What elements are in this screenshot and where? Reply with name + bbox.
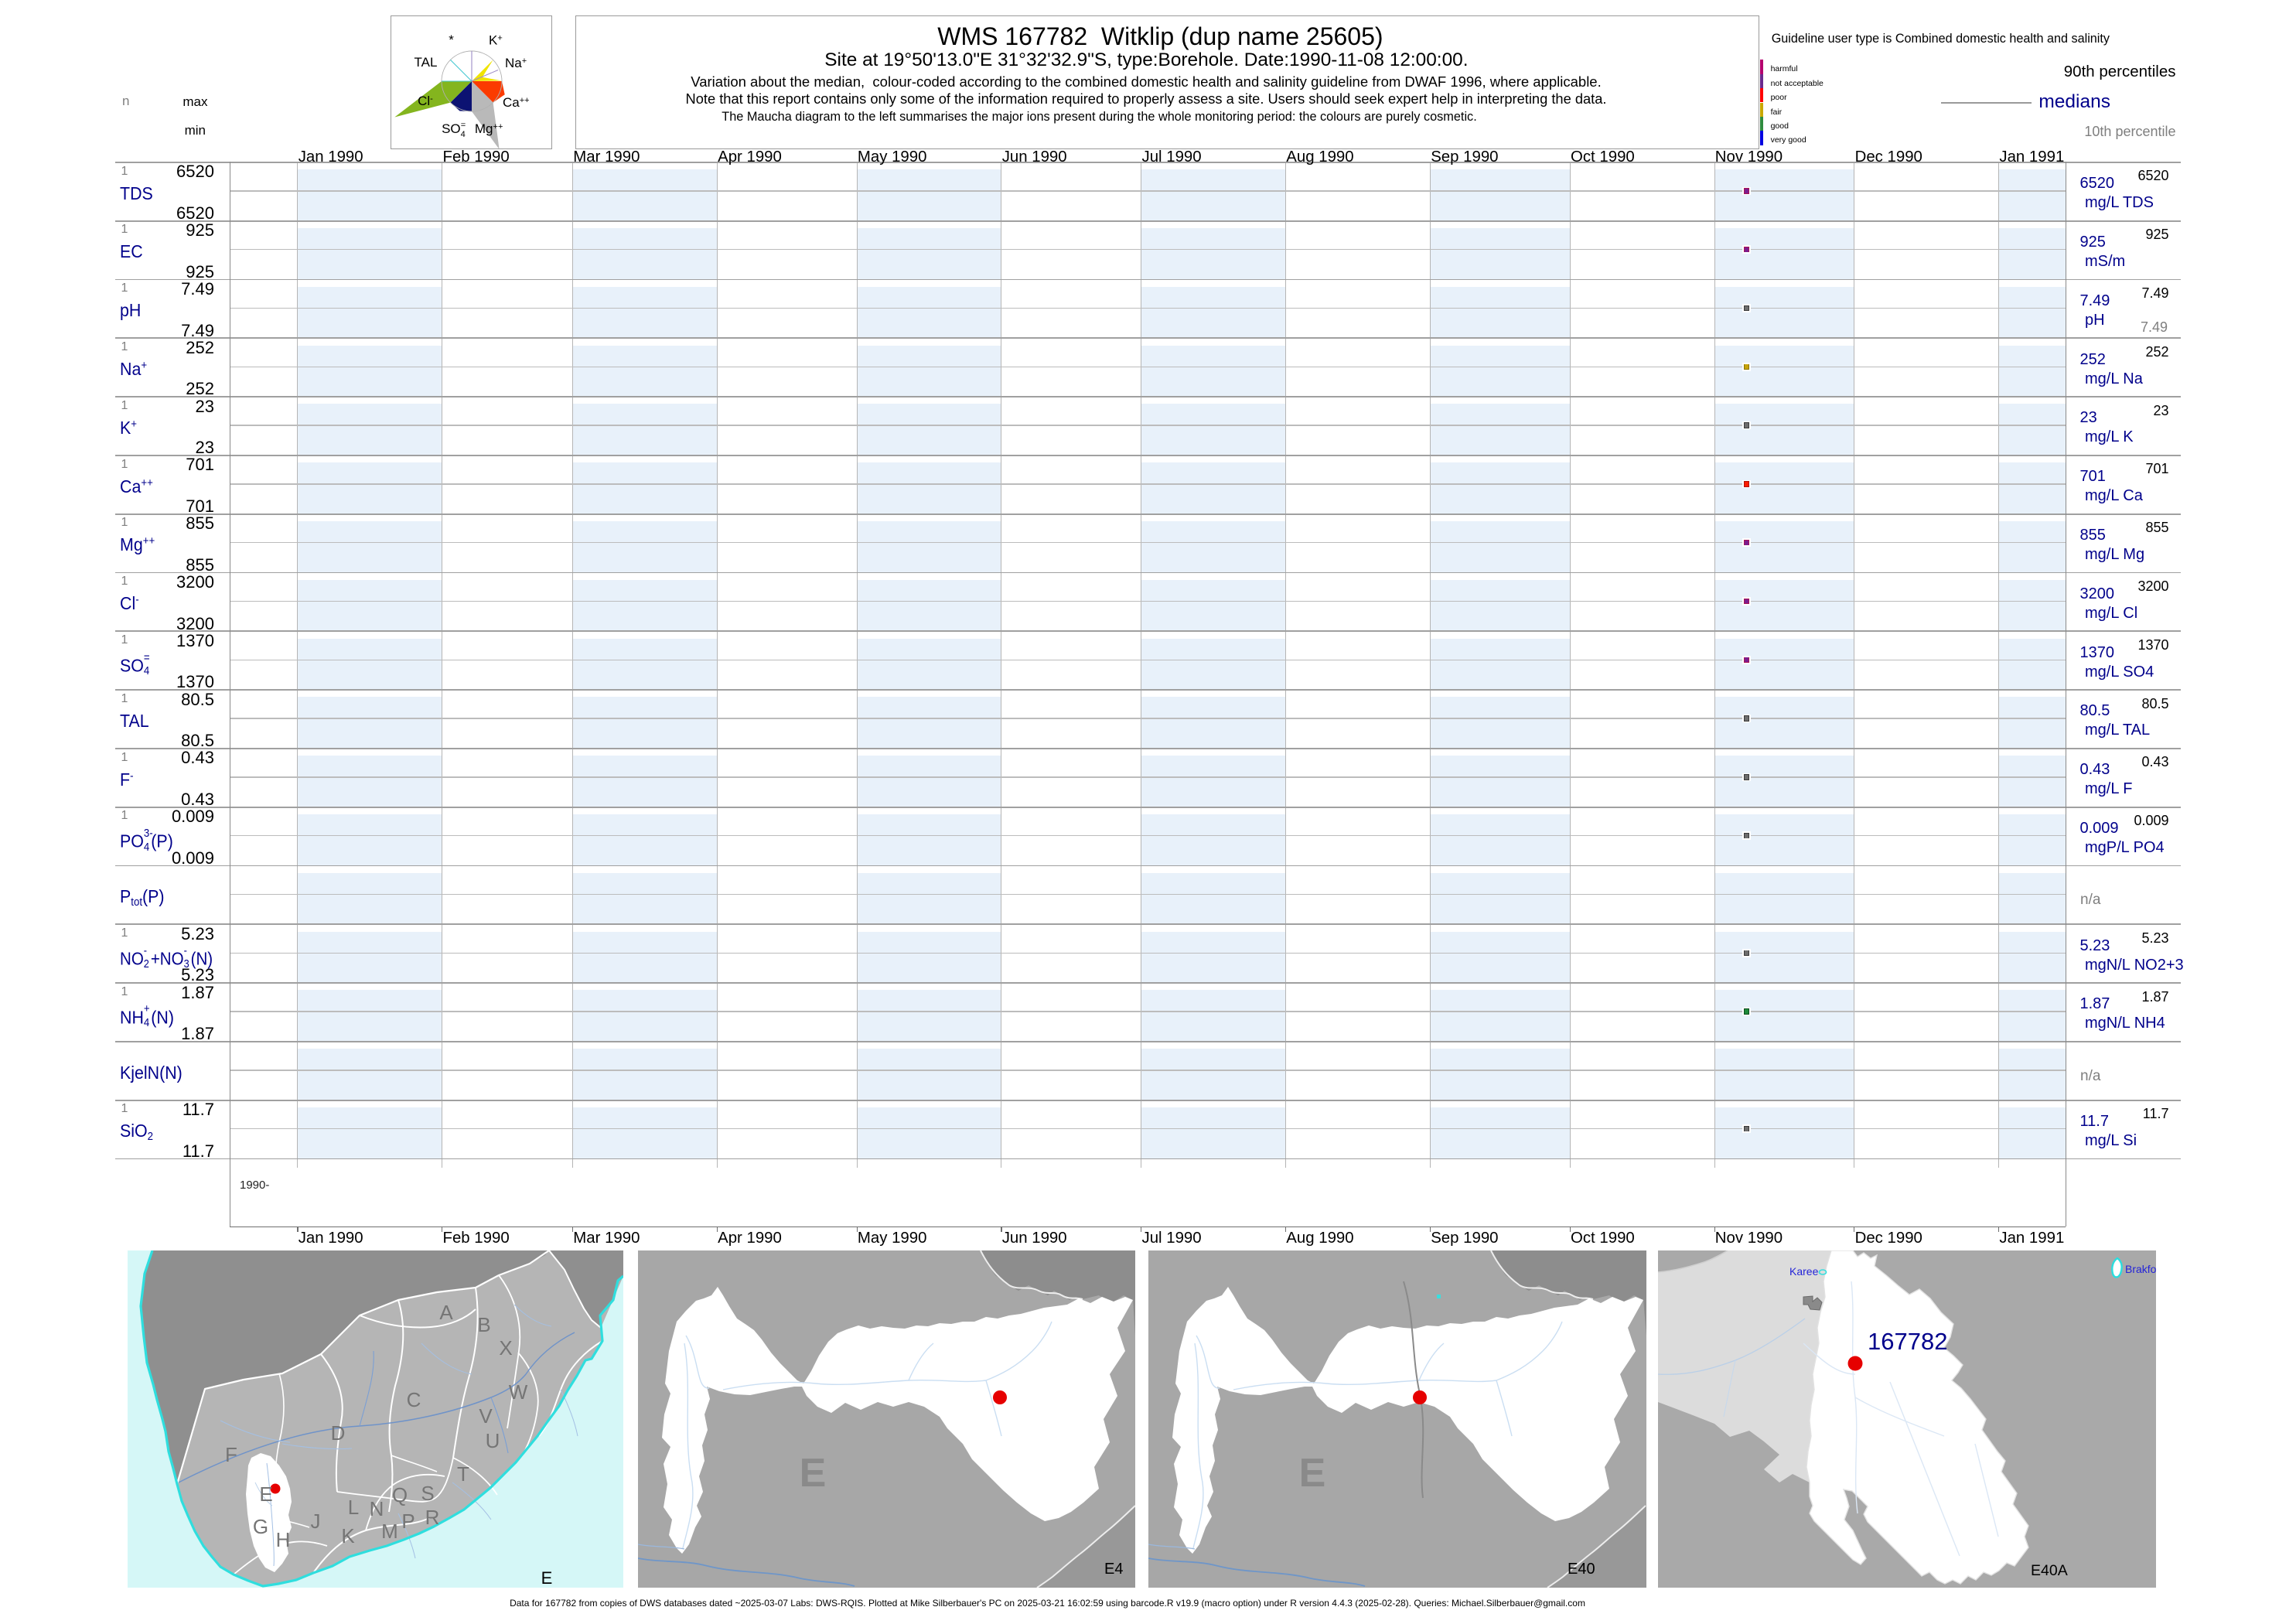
svg-text:T: T — [457, 1462, 469, 1486]
svg-text:G: G — [253, 1515, 268, 1538]
svg-text:C: C — [407, 1388, 421, 1411]
svg-text:V: V — [479, 1404, 493, 1428]
svg-text:Cl-: Cl- — [418, 94, 433, 108]
svg-text:R: R — [425, 1506, 440, 1529]
svg-text:B: B — [477, 1313, 490, 1336]
svg-text:Na+: Na+ — [505, 56, 527, 70]
svg-text:E4: E4 — [1104, 1561, 1123, 1578]
svg-text:F: F — [225, 1443, 237, 1466]
svg-text:SO4=: SO4= — [442, 121, 466, 139]
svg-text:*: * — [449, 32, 454, 47]
svg-text:Q: Q — [392, 1483, 408, 1506]
svg-text:E: E — [1299, 1451, 1326, 1496]
svg-text:Brakfon: Brakfon — [2125, 1263, 2156, 1275]
svg-text:W: W — [509, 1380, 528, 1404]
svg-text:H: H — [276, 1528, 291, 1551]
svg-text:A: A — [439, 1301, 453, 1324]
svg-text:S: S — [421, 1482, 434, 1505]
svg-text:TAL: TAL — [414, 55, 437, 70]
svg-text:Mg++: Mg++ — [474, 121, 502, 136]
svg-text:X: X — [499, 1336, 512, 1360]
svg-text:E40: E40 — [1568, 1561, 1595, 1578]
svg-text:P: P — [401, 1510, 415, 1533]
svg-text:167782: 167782 — [1868, 1328, 1947, 1355]
svg-text:E: E — [541, 1568, 553, 1588]
svg-text:U: U — [486, 1429, 500, 1452]
svg-text:E: E — [800, 1451, 827, 1496]
svg-text:J: J — [311, 1510, 321, 1533]
svg-text:M: M — [381, 1520, 398, 1543]
svg-text:D: D — [331, 1421, 346, 1445]
svg-text:E40A: E40A — [2031, 1562, 2068, 1579]
svg-text:E: E — [259, 1482, 272, 1506]
svg-text:K: K — [341, 1524, 355, 1547]
svg-text:Ca++: Ca++ — [503, 95, 530, 110]
svg-text:L: L — [348, 1496, 359, 1519]
svg-text:K+: K+ — [489, 32, 503, 47]
svg-text:Karee: Karee — [1789, 1265, 1819, 1278]
svg-text:N: N — [370, 1497, 384, 1520]
